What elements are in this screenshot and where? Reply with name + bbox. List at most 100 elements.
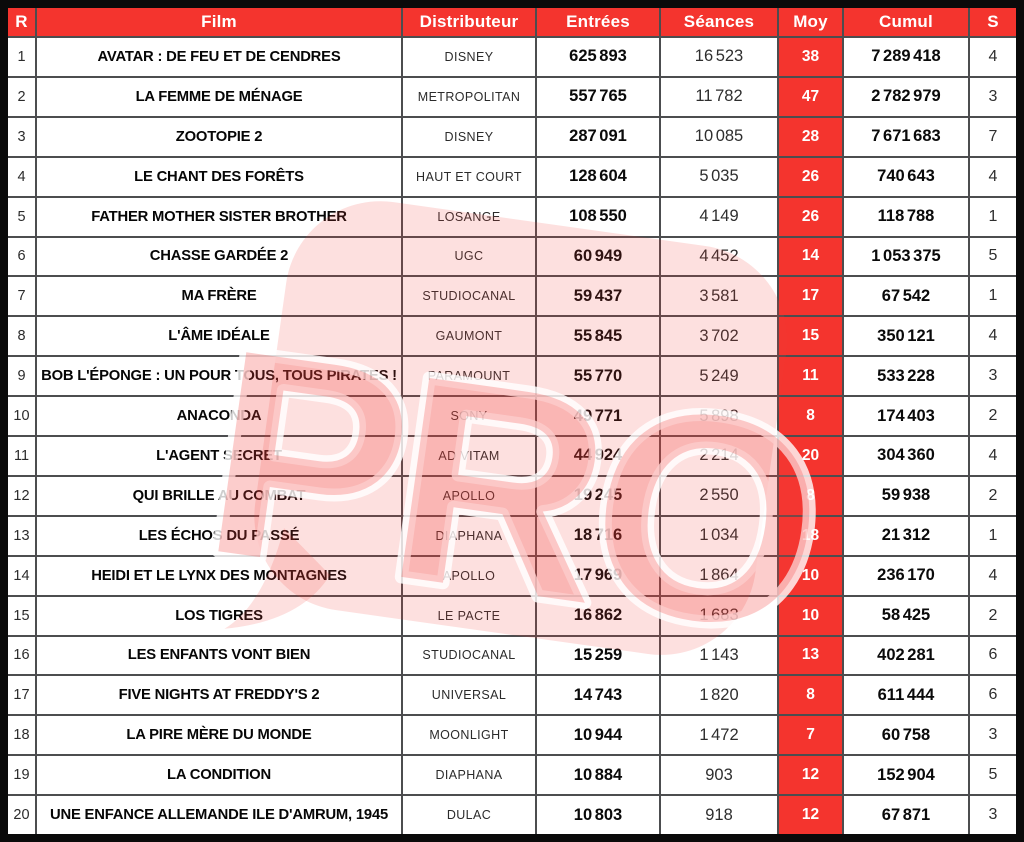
distributor-cell-text: APOLLO	[442, 568, 496, 583]
column-header-admissions-label: Entrées	[566, 12, 630, 31]
distributor-cell-text: GAUMONT	[435, 329, 503, 344]
admissions-cell-text: 557 765	[569, 87, 627, 106]
rank-cell-text: 11	[13, 447, 30, 464]
admissions-cell-text: 10 944	[573, 725, 623, 744]
admissions-cell: 55 770	[537, 357, 659, 396]
admissions-cell-text: 49 771	[573, 406, 623, 425]
average-cell-text: 26	[801, 167, 820, 185]
total-cell-text: 58 425	[881, 606, 931, 625]
admissions-cell-text: 10 884	[573, 765, 623, 784]
average-cell: 12	[779, 756, 842, 795]
total-cell-text: 67 871	[881, 805, 931, 824]
average-cell-text: 11	[802, 367, 819, 385]
column-header-weeks-label: S	[987, 12, 999, 31]
film-title-cell-text: QUI BRILLE AU COMBAT	[132, 487, 306, 504]
film-title-cell-text: CHASSE GARDÉE 2	[149, 248, 289, 265]
average-cell: 10	[779, 596, 842, 635]
total-cell: 7 671 683	[844, 117, 968, 156]
admissions-cell-text: 14 743	[573, 685, 623, 704]
average-cell-text: 13	[801, 646, 820, 664]
column-header-screenings-label: Séances	[683, 12, 755, 31]
weeks-cell-text: 5	[988, 766, 998, 784]
rank-cell-text: 15	[13, 607, 30, 624]
film-title-cell-text: LES ENFANTS VONT BIEN	[127, 647, 311, 664]
distributor-cell: LOSANGE	[403, 197, 535, 236]
average-cell: 13	[779, 636, 842, 675]
admissions-cell: 10 944	[537, 716, 659, 755]
total-cell-text: 59 938	[881, 486, 931, 505]
average-cell: 11	[779, 357, 842, 396]
screenings-cell-text: 16 523	[694, 47, 744, 66]
total-cell: 2 782 979	[844, 77, 968, 116]
rank-cell: 9	[8, 357, 35, 396]
average-cell-text: 12	[801, 766, 820, 784]
film-title-cell: ANACONDA	[37, 397, 401, 435]
screenings-cell-text: 4 149	[699, 207, 739, 226]
average-cell-text: 28	[801, 127, 820, 145]
film-title-cell: QUI BRILLE AU COMBAT	[37, 476, 401, 515]
distributor-cell: METROPOLITAN	[403, 77, 535, 116]
average-cell-text: 8	[806, 486, 815, 504]
film-title-cell: LOS TIGRES	[37, 596, 401, 635]
weeks-cell: 5	[970, 756, 1016, 795]
rank-cell-text: 20	[13, 807, 30, 824]
screenings-cell-text: 918	[705, 805, 733, 824]
screenings-cell-text: 1 864	[699, 566, 739, 585]
distributor-cell-text: STUDIOCANAL	[422, 289, 516, 304]
admissions-cell: 14 743	[537, 676, 659, 715]
rank-cell-text: 13	[13, 527, 30, 544]
distributor-cell: LE PACTE	[403, 596, 535, 635]
weeks-cell-text: 5	[988, 247, 998, 265]
weeks-cell: 4	[970, 317, 1016, 356]
distributor-cell: DISNEY	[403, 117, 535, 156]
total-cell: 59 938	[844, 476, 968, 515]
film-title-cell-text: LOS TIGRES	[175, 607, 263, 624]
weeks-cell-text: 4	[988, 446, 998, 464]
rank-cell: 15	[8, 596, 35, 635]
distributor-cell-text: UNIVERSAL	[431, 688, 507, 703]
distributor-cell-text: MOONLIGHT	[429, 728, 509, 743]
average-cell-text: 20	[801, 446, 820, 464]
box-office-table: R Film Distributeur Entrées Séances Moy …	[8, 8, 1016, 834]
screenings-cell: 903	[661, 756, 777, 795]
admissions-cell: 60 949	[537, 237, 659, 276]
distributor-cell-text: LE PACTE	[437, 608, 501, 623]
total-cell-text: 740 643	[877, 167, 935, 186]
admissions-cell: 17 969	[537, 556, 659, 595]
distributor-cell: PARAMOUNT	[403, 357, 535, 396]
total-cell: 174 403	[844, 397, 968, 435]
average-cell: 26	[779, 197, 842, 236]
total-cell: 21 312	[844, 516, 968, 555]
distributor-cell: UGC	[403, 237, 535, 276]
screenings-cell-text: 5 035	[699, 167, 739, 186]
distributor-cell-text: APOLLO	[442, 488, 496, 503]
distributor-cell: APOLLO	[403, 476, 535, 515]
screenings-cell: 2 214	[661, 437, 777, 475]
weeks-cell: 6	[970, 636, 1016, 675]
weeks-cell-text: 4	[988, 167, 998, 185]
screenings-cell: 5 249	[661, 357, 777, 396]
weeks-cell-text: 2	[988, 606, 998, 624]
weeks-cell: 4	[970, 38, 1016, 76]
screenings-cell: 1 820	[661, 676, 777, 715]
average-cell: 10	[779, 556, 842, 595]
admissions-cell-text: 18 716	[573, 526, 623, 545]
average-cell-text: 8	[806, 407, 815, 425]
screenings-cell: 1 683	[661, 596, 777, 635]
screenings-cell: 5 035	[661, 157, 777, 196]
distributor-cell-text: DIAPHANA	[435, 528, 503, 543]
screenings-cell: 10 085	[661, 117, 777, 156]
weeks-cell: 3	[970, 357, 1016, 396]
screenings-cell: 1 472	[661, 716, 777, 755]
rank-cell-text: 6	[17, 248, 26, 265]
admissions-cell-text: 625 893	[569, 47, 627, 66]
weeks-cell-text: 2	[988, 407, 998, 425]
total-cell: 60 758	[844, 716, 968, 755]
average-cell-text: 8	[806, 686, 815, 704]
screenings-cell: 918	[661, 796, 777, 834]
column-header-average: Moy	[779, 8, 842, 36]
distributor-cell: STUDIOCANAL	[403, 277, 535, 316]
rank-cell: 17	[8, 676, 35, 715]
distributor-cell: DULAC	[403, 796, 535, 834]
screenings-cell-text: 5 898	[699, 406, 739, 425]
